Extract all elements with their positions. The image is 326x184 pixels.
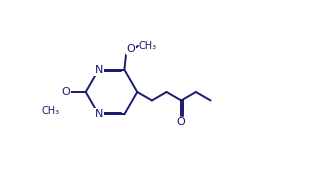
Text: N: N — [95, 109, 103, 119]
Text: CH₃: CH₃ — [139, 41, 156, 51]
Text: O: O — [62, 87, 71, 97]
Text: O: O — [177, 117, 185, 127]
Text: O: O — [126, 44, 135, 54]
Text: N: N — [95, 65, 103, 75]
Text: CH₃: CH₃ — [41, 107, 59, 116]
